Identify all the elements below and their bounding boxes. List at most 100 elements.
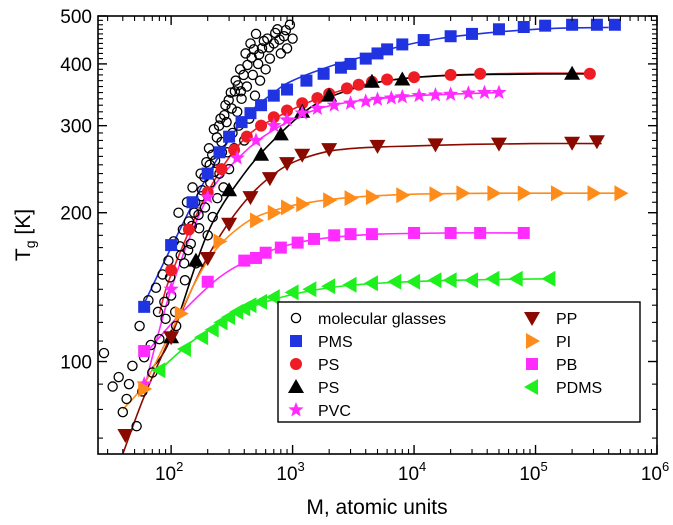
data-point-pdms-8-15 bbox=[363, 275, 378, 292]
data-point-pvc-4-7 bbox=[294, 105, 310, 120]
data-point-molecular-glasses-0-19 bbox=[173, 207, 184, 218]
data-point-molecular-glasses-0-66 bbox=[256, 43, 268, 54]
data-point-molecular-glasses-0-62 bbox=[249, 90, 261, 101]
data-point-ps-2-10 bbox=[311, 92, 324, 105]
data-point-pdms-8-0 bbox=[151, 362, 166, 379]
data-point-pms-1-24 bbox=[539, 19, 552, 32]
data-point-molecular-glasses-0-102 bbox=[226, 103, 237, 114]
legend-marker-pp-5 bbox=[524, 312, 540, 326]
data-point-ps-3-4 bbox=[272, 126, 289, 141]
data-point-molecular-glasses-0-48 bbox=[225, 87, 237, 98]
y-axis-label-main: T bbox=[12, 248, 35, 261]
data-point-pi-6-0 bbox=[138, 380, 153, 397]
data-point-pp-5-3 bbox=[221, 217, 238, 232]
data-point-molecular-glasses-0-6 bbox=[131, 420, 142, 432]
data-point-pms-1-27 bbox=[608, 18, 621, 31]
series-pi-6 bbox=[138, 185, 629, 397]
data-point-molecular-glasses-0-3 bbox=[117, 406, 129, 418]
data-point-pms-1-0 bbox=[138, 300, 151, 313]
data-point-molecular-glasses-0-7 bbox=[134, 320, 145, 332]
data-point-pi-6-11 bbox=[429, 186, 444, 203]
series-pp-5 bbox=[117, 135, 605, 444]
data-point-molecular-glasses-0-112 bbox=[263, 42, 275, 53]
data-point-pdms-8-10 bbox=[265, 289, 280, 306]
data-point-ps-2-0 bbox=[165, 264, 178, 277]
data-point-pi-6-3 bbox=[250, 212, 265, 229]
x-tick-label: 102 bbox=[155, 459, 183, 485]
data-point-pb-7-9 bbox=[344, 228, 357, 241]
data-point-ps-2-17 bbox=[444, 68, 457, 81]
legend-marker-pb-7 bbox=[526, 358, 538, 370]
y-tick-label: 100 bbox=[60, 353, 92, 374]
data-point-molecular-glasses-0-65 bbox=[254, 75, 266, 86]
data-point-pms-1-8 bbox=[255, 99, 268, 112]
data-point-pi-6-16 bbox=[587, 185, 602, 202]
legend-marker-pi-6 bbox=[526, 333, 540, 349]
legend-label-ps-2: PS bbox=[318, 357, 339, 374]
data-point-pms-1-9 bbox=[267, 89, 280, 102]
data-point-molecular-glasses-0-37 bbox=[207, 211, 218, 223]
data-point-molecular-glasses-0-96 bbox=[211, 132, 223, 143]
data-point-molecular-glasses-0-111 bbox=[258, 35, 270, 47]
legend-entry-pi-6: PI bbox=[526, 333, 571, 351]
data-point-ps-2-7 bbox=[267, 111, 280, 124]
data-point-molecular-glasses-0-25 bbox=[185, 238, 196, 250]
legend-marker-pvc-4 bbox=[288, 402, 304, 417]
data-point-pvc-4-11 bbox=[358, 93, 374, 108]
y-axis-label: Tg [K] bbox=[12, 209, 38, 261]
data-point-pb-7-2 bbox=[238, 254, 251, 267]
data-point-pms-1-23 bbox=[517, 21, 530, 34]
data-point-pvc-4-3 bbox=[229, 150, 245, 165]
data-point-ps-2-19 bbox=[583, 67, 596, 80]
x-tick-exp: 5 bbox=[540, 459, 547, 474]
legend-entry-pvc-4: PVC bbox=[288, 402, 351, 420]
data-point-pi-6-13 bbox=[487, 185, 502, 202]
data-point-pi-6-2 bbox=[213, 233, 228, 250]
legend-label-pb-7: PB bbox=[556, 357, 577, 374]
data-point-molecular-glasses-0-105 bbox=[235, 86, 247, 97]
data-point-pvc-4-20 bbox=[491, 84, 507, 100]
data-point-pdms-8-3 bbox=[204, 321, 219, 338]
data-point-pvc-4-14 bbox=[394, 88, 410, 104]
data-point-ps-3-9 bbox=[564, 65, 581, 80]
data-point-pb-7-4 bbox=[259, 246, 272, 259]
data-point-pdms-8-9 bbox=[253, 293, 268, 310]
legend-entry-pdms-8: PDMS bbox=[524, 379, 602, 397]
data-point-molecular-glasses-0-63 bbox=[250, 28, 262, 40]
legend-marker-ps-2 bbox=[290, 358, 302, 370]
legend-entry-molecular-glasses-0: molecular glasses bbox=[290, 311, 446, 328]
data-point-molecular-glasses-0-86 bbox=[182, 244, 194, 256]
data-point-pvc-4-9 bbox=[326, 97, 342, 112]
data-point-pdms-8-18 bbox=[427, 272, 442, 289]
data-point-pms-1-12 bbox=[317, 67, 330, 80]
series-pms-1 bbox=[138, 18, 621, 313]
data-point-pms-1-26 bbox=[590, 18, 603, 31]
data-point-pp-5-5 bbox=[261, 172, 278, 187]
data-point-pms-1-18 bbox=[396, 38, 409, 51]
data-point-pvc-4-5 bbox=[266, 117, 282, 133]
data-point-pms-1-5 bbox=[223, 130, 236, 143]
data-point-molecular-glasses-0-103 bbox=[229, 86, 241, 97]
x-tick-exp: 3 bbox=[298, 459, 305, 474]
series-ps-3 bbox=[163, 65, 581, 344]
data-point-pp-5-7 bbox=[294, 148, 311, 163]
legend: molecular glasses PMS PS PS PVC PP PI PB PDMS bbox=[277, 301, 641, 423]
data-point-pp-5-1 bbox=[163, 331, 180, 346]
legend-entry-pms-1: PMS bbox=[290, 334, 353, 351]
data-point-pp-5-13 bbox=[588, 135, 605, 150]
data-point-molecular-glasses-0-115 bbox=[280, 24, 292, 36]
data-point-pdms-8-20 bbox=[464, 272, 479, 289]
data-point-ps-2-8 bbox=[281, 104, 294, 117]
data-point-pi-6-14 bbox=[517, 185, 532, 202]
data-point-pp-5-12 bbox=[564, 136, 581, 151]
legend-label-pms-1: PMS bbox=[318, 334, 353, 351]
data-point-pms-1-17 bbox=[381, 43, 394, 56]
data-point-ps-2-9 bbox=[296, 97, 309, 110]
legend-entry-pp-5: PP bbox=[524, 311, 577, 328]
data-point-pi-6-12 bbox=[456, 185, 471, 202]
data-point-pdms-8-13 bbox=[321, 278, 336, 295]
data-point-pvc-4-10 bbox=[342, 95, 359, 110]
data-point-pms-1-20 bbox=[444, 30, 457, 43]
